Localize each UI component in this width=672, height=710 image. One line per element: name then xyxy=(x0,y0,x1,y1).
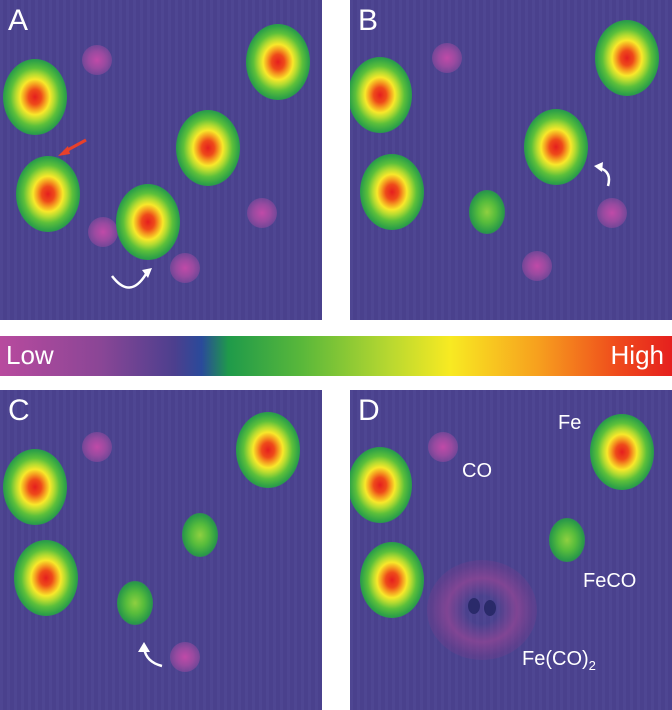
fe-atom xyxy=(360,154,424,230)
fe-atom xyxy=(524,109,588,185)
feco2-lobe xyxy=(484,600,496,616)
feco2-label: Fe(CO)2 xyxy=(522,648,596,673)
co-molecule xyxy=(170,642,200,672)
fe-atom xyxy=(236,412,300,488)
fe-label: Fe xyxy=(558,412,582,434)
feco-molecule xyxy=(182,513,218,557)
co-molecule xyxy=(428,432,458,462)
colorbar: Low High xyxy=(0,336,672,376)
co-molecule xyxy=(247,198,277,228)
feco-molecule xyxy=(117,581,153,625)
fe-atom xyxy=(176,110,240,186)
curved-arrow-icon xyxy=(138,642,163,668)
feco2-label-main: Fe(CO) xyxy=(522,648,589,670)
feco2-molecule xyxy=(427,560,537,660)
feco-molecule xyxy=(549,518,585,562)
curved-arrow-icon xyxy=(111,268,152,289)
panel-c: C xyxy=(0,390,322,710)
panel-b: B xyxy=(350,0,672,320)
co-molecule xyxy=(88,217,118,247)
fe-atom xyxy=(246,24,310,100)
feco2-lobe xyxy=(468,598,480,614)
fe-atom xyxy=(360,542,424,618)
fe-atom xyxy=(16,156,80,232)
co-molecule xyxy=(432,43,462,73)
fe-atom xyxy=(3,449,67,525)
fe-atom xyxy=(590,414,654,490)
colorbar-high-label: High xyxy=(610,340,664,370)
co-molecule xyxy=(82,45,112,75)
panel-d: Fe CO FeCO Fe(CO)2 D xyxy=(350,390,672,710)
panel-a: A xyxy=(0,0,322,320)
red-arrow-icon xyxy=(58,138,87,156)
feco-label: FeCO xyxy=(583,570,637,592)
co-molecule xyxy=(170,253,200,283)
co-molecule xyxy=(82,432,112,462)
fe-atom xyxy=(350,447,412,523)
curved-arrow-icon xyxy=(594,162,611,187)
fe-atom xyxy=(595,20,659,96)
panel-label: B xyxy=(358,4,379,37)
co-molecule xyxy=(597,198,627,228)
fe-atom xyxy=(116,184,180,260)
co-molecule xyxy=(522,251,552,281)
panel-label: A xyxy=(8,4,29,37)
colorbar-low-label: Low xyxy=(6,340,54,370)
fe-atom xyxy=(14,540,78,616)
feco2-label-subscript: 2 xyxy=(588,658,596,673)
fe-atom xyxy=(350,57,412,133)
fe-atom xyxy=(3,59,67,135)
co-label: CO xyxy=(462,460,492,482)
feco-molecule xyxy=(469,190,505,234)
panel-label: C xyxy=(8,394,30,427)
panel-label: D xyxy=(358,394,380,427)
